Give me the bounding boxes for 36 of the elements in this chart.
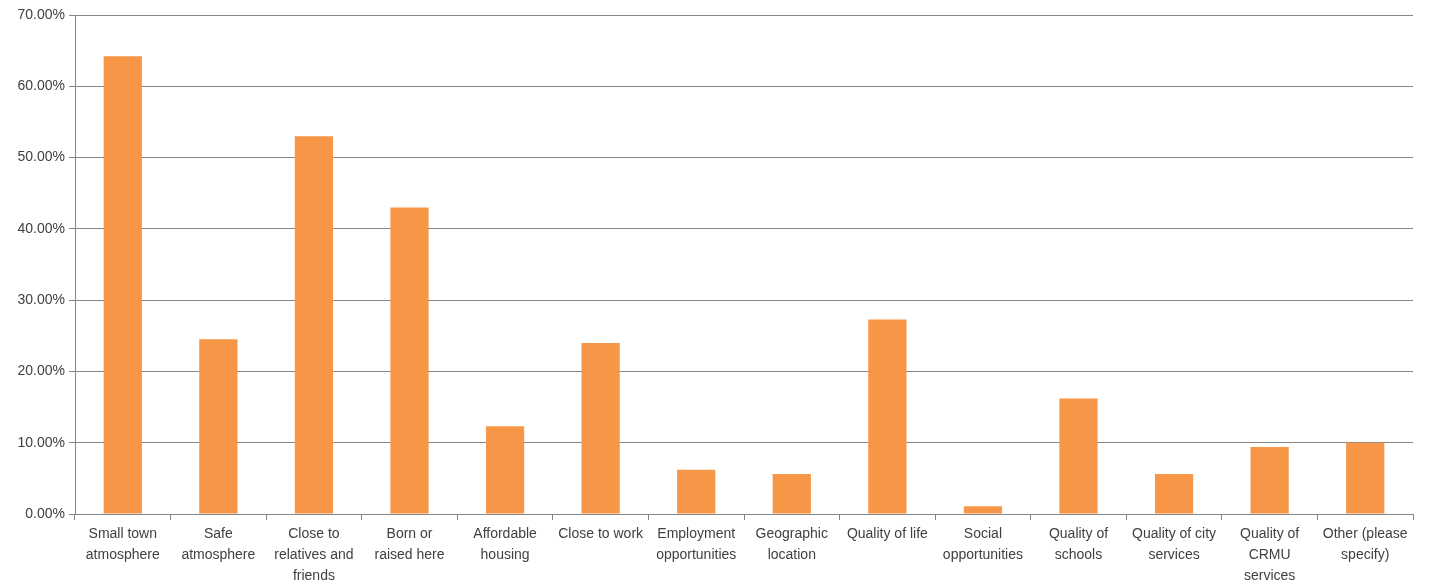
x-tick-label: Geographic location (755, 525, 828, 563)
y-tick-label: 60.00% (17, 77, 65, 94)
x-tick-label: Close to relatives and friends (274, 525, 354, 584)
x-tick-label: Other (please specify) (1322, 525, 1408, 563)
bar (294, 136, 334, 514)
y-tick-label: 20.00% (17, 362, 65, 379)
bar (868, 319, 907, 514)
bar (1346, 442, 1385, 514)
x-tick-label: Small town atmosphere (85, 525, 160, 563)
x-tick-label: Safe atmosphere (181, 525, 256, 563)
y-tick-label: 40.00% (17, 219, 65, 236)
x-tick-label: Social opportunities (942, 525, 1024, 563)
bar (1250, 446, 1289, 514)
x-tick-label: Affordable housing (473, 525, 538, 563)
bar (677, 469, 716, 514)
bar (581, 342, 620, 514)
y-tick-label: 10.00% (17, 433, 65, 450)
bar (1154, 474, 1194, 514)
y-tick-label: 30.00% (17, 291, 65, 307)
bar (390, 207, 429, 514)
bar (1059, 398, 1098, 514)
bar (199, 339, 238, 514)
x-tick-label: Close to work (558, 525, 645, 542)
y-tick-label: 0.00% (25, 504, 65, 521)
y-tick-label: 70.00% (17, 5, 65, 22)
bar (103, 56, 142, 514)
bar (772, 474, 811, 514)
x-tick-label: Born or raised here (374, 525, 445, 563)
x-tick-label: Employment opportunities (656, 525, 737, 563)
x-tick-label: Quality of life (846, 525, 929, 542)
y-tick-label: 50.00% (17, 148, 65, 165)
bar (963, 506, 1003, 514)
bar (485, 426, 525, 514)
x-tick-label: Quality of city services (1132, 525, 1217, 563)
x-tick-label: Quality of CRMU services (1240, 525, 1300, 584)
x-tick-label: Quality of schools (1048, 525, 1109, 563)
